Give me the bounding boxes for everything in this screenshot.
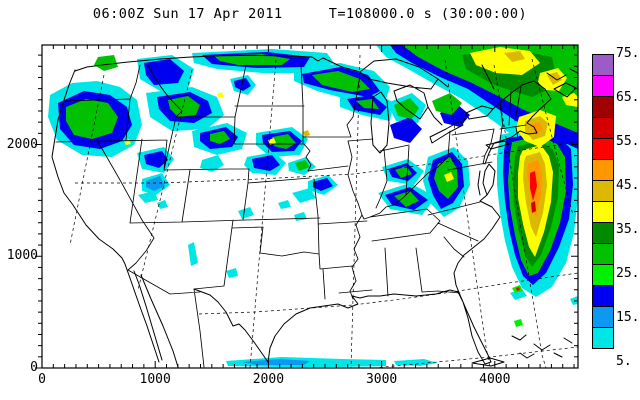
precip-blob: [168, 96, 200, 117]
colorbar: [592, 54, 614, 349]
colorbar-label: 25.: [616, 266, 640, 281]
precip-blob: [530, 171, 537, 201]
precip-blob: [238, 207, 254, 219]
x-axis-label: 1000: [139, 372, 171, 387]
precip-blob: [157, 200, 168, 209]
y-axis-label: 2000: [6, 136, 38, 152]
precip-blob: [312, 71, 370, 92]
geography: [51, 54, 578, 368]
precip-blob: [504, 51, 525, 62]
colorbar-cell: [592, 285, 614, 307]
state-borders: [55, 64, 527, 368]
precip-blob: [144, 59, 184, 85]
colorbar-label: 15.: [616, 310, 640, 325]
colorbar-label: 35.: [616, 222, 640, 237]
precip-blob: [226, 268, 238, 278]
graticule-lines: [69, 54, 578, 368]
precip-blob: [217, 92, 224, 98]
colorbar-label: 55.: [616, 134, 640, 149]
precip-blob: [303, 130, 310, 137]
colorbar-cell: [592, 75, 614, 97]
precip-blob: [514, 319, 523, 327]
precip-blob: [470, 47, 540, 75]
colorbar-cell: [592, 96, 614, 118]
x-axis-label: 0: [38, 372, 46, 387]
precip-blob: [278, 200, 291, 209]
colorbar-cell: [592, 159, 614, 181]
colorbar-cell: [592, 306, 614, 328]
colorbar-label: 45.: [616, 178, 640, 193]
precip-blob: [252, 155, 280, 171]
x-axis-label: 4000: [479, 372, 511, 387]
precip-blob: [94, 55, 118, 71]
precip-blob: [313, 178, 333, 191]
precip-blob: [432, 93, 462, 115]
precip-blob: [210, 131, 230, 144]
precip-blob: [200, 155, 224, 172]
precip-blob: [531, 201, 536, 213]
colorbar-cell: [592, 180, 614, 202]
x-axis-label: 3000: [365, 372, 398, 387]
precip-blob: [292, 188, 316, 203]
colorbar-cell: [592, 264, 614, 286]
precip-blob: [214, 54, 290, 65]
precip-blob: [268, 138, 276, 145]
precip-blob: [444, 172, 454, 182]
x-axis-label: 2000: [252, 372, 285, 387]
precip-blob: [394, 191, 419, 207]
precip-blob: [242, 359, 310, 365]
precip-blob: [356, 99, 379, 109]
plot-frame: [41, 44, 579, 369]
precip-blob: [138, 191, 158, 203]
colorbar-label: 65.: [616, 90, 640, 105]
colorbar-label: 5.: [616, 354, 632, 369]
colorbar-cell: [592, 222, 614, 244]
precip-blob: [295, 160, 310, 171]
colorbar-cell: [592, 117, 614, 139]
coastline: [51, 54, 578, 368]
precipitation-field: [48, 45, 578, 367]
y-axis-label: 1000: [6, 248, 38, 264]
great-lakes: [359, 58, 523, 154]
colorbar-label: 75.: [616, 46, 640, 61]
precip-blob: [188, 242, 198, 266]
colorbar-cell: [592, 327, 614, 349]
precip-blob: [530, 122, 543, 134]
colorbar-cell: [592, 54, 614, 76]
precip-blob: [146, 176, 165, 191]
colorbar-cell: [592, 138, 614, 160]
precip-blob: [234, 78, 251, 91]
colorbar-cell: [592, 201, 614, 223]
colorbar-cell: [592, 243, 614, 265]
y-axis-label: 0: [30, 360, 38, 375]
title-datetime: 06:00Z Sun 17 Apr 2011: [92, 6, 283, 22]
precip-blob: [66, 99, 118, 139]
map-plot: [35, 44, 579, 369]
plot-title: 06:00Z Sun 17 Apr 2011 T=108000.0 s (30:…: [42, 6, 578, 22]
precip-blob: [272, 134, 296, 149]
title-model-time: T=108000.0 s (30:00:00): [328, 6, 528, 22]
precip-blob: [294, 212, 307, 221]
precip-blob: [390, 117, 422, 143]
map-svg: [35, 44, 579, 369]
precip-blob: [144, 151, 168, 168]
precip-blob: [516, 287, 520, 291]
